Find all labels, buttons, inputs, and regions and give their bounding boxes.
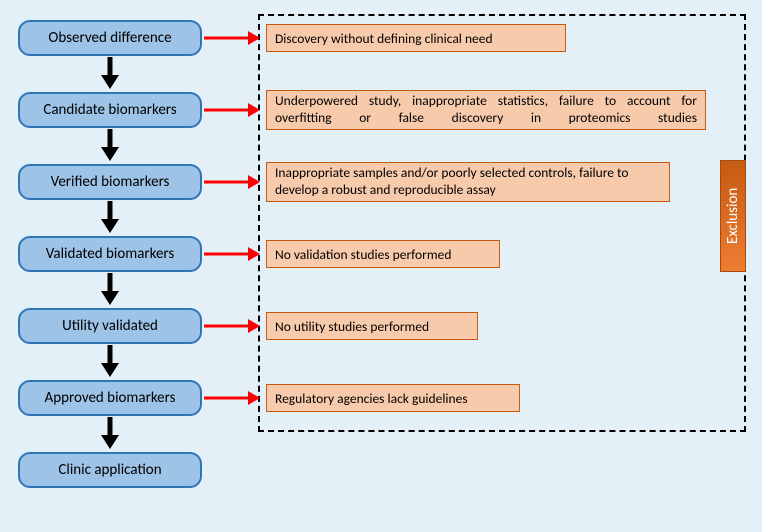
exclusion-observed-difference: Discovery without defining clinical need — [266, 24, 566, 52]
stage-validated-biomarkers: Validated biomarkers — [18, 236, 202, 272]
exclusion-text: Regulatory agencies lack guidelines — [275, 390, 468, 407]
exclusion-label: Exclusion — [720, 160, 746, 272]
stage-label: Observed difference — [48, 29, 171, 47]
stage-approved-biomarkers: Approved biomarkers — [18, 380, 202, 416]
stage-candidate-biomarkers: Candidate biomarkers — [18, 92, 202, 128]
exclusion-approved-biomarkers: Regulatory agencies lack guidelines — [266, 384, 520, 412]
exclusion-text: Discovery without defining clinical need — [275, 30, 493, 47]
stage-label: Verified biomarkers — [51, 173, 170, 191]
exclusion-candidate-biomarkers: Underpowered study, inappropriate statis… — [266, 90, 706, 130]
exclusion-verified-biomarkers: Inappropriate samples and/or poorly sele… — [266, 162, 670, 202]
exclusion-text: Underpowered study, inappropriate statis… — [275, 93, 697, 127]
exclusion-text: Inappropriate samples and/or poorly sele… — [275, 165, 661, 199]
stage-clinic-application: Clinic application — [18, 452, 202, 488]
exclusion-text: No validation studies performed — [275, 246, 451, 263]
exclusion-utility-validated: No utility studies performed — [266, 312, 478, 340]
exclusion-validated-biomarkers: No validation studies performed — [266, 240, 500, 268]
stage-observed-difference: Observed difference — [18, 20, 202, 56]
stage-label: Utility validated — [62, 317, 158, 335]
stage-label: Candidate biomarkers — [43, 101, 176, 119]
exclusion-container — [258, 14, 746, 432]
stage-label: Approved biomarkers — [45, 389, 176, 407]
exclusion-text: No utility studies performed — [275, 318, 429, 335]
stage-label: Validated biomarkers — [46, 245, 175, 263]
stage-label: Clinic application — [58, 461, 161, 479]
stage-verified-biomarkers: Verified biomarkers — [18, 164, 202, 200]
stage-utility-validated: Utility validated — [18, 308, 202, 344]
